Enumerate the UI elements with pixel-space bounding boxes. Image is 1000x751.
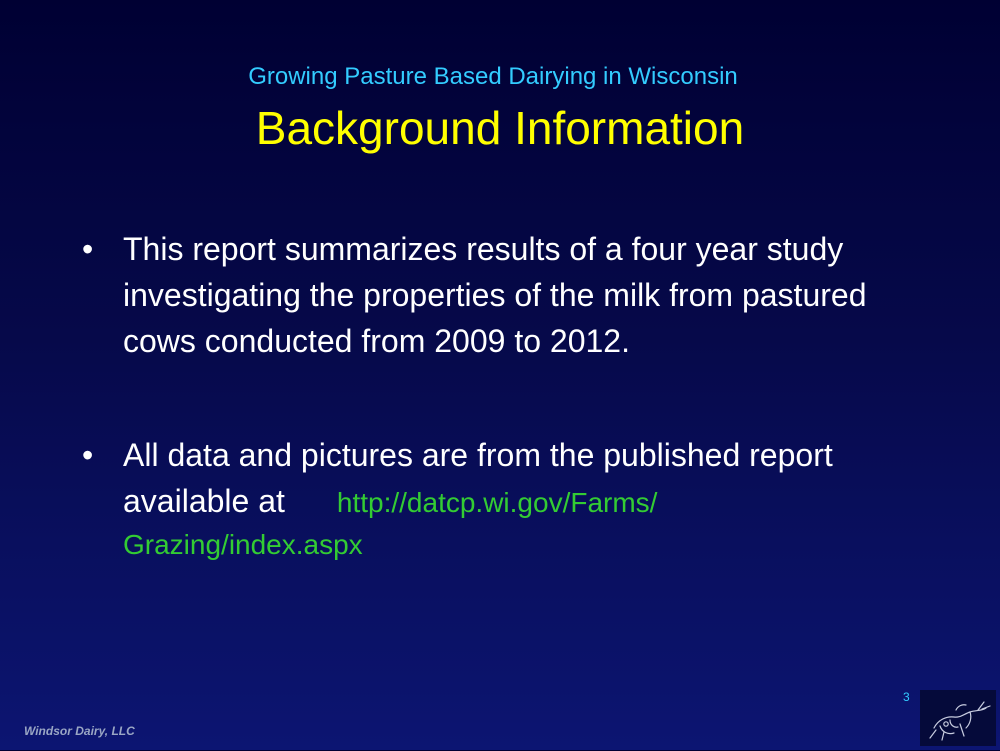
bullet-marker: • (82, 437, 94, 473)
footer-company-name: Windsor Dairy, LLC (24, 724, 135, 738)
bullet-item-data-source: • All data and pictures are from the pub… (82, 432, 912, 564)
cow-sketch-logo-icon (920, 690, 996, 746)
slide-title: Background Information (255, 102, 745, 154)
bullet-text: This report summarizes results of a four… (123, 231, 867, 359)
bullet-text: All data and pictures are from the publi… (123, 437, 833, 519)
page-number: 3 (903, 690, 910, 704)
bullet-marker: • (82, 231, 94, 267)
report-link-continued[interactable]: Grazing/index.aspx (123, 529, 363, 560)
slide-subtitle: Growing Pasture Based Dairying in Wiscon… (248, 63, 738, 90)
bullet-item-study-summary: • This report summarizes results of a fo… (82, 226, 912, 364)
report-link[interactable]: http://datcp.wi.gov/Farms/ (336, 487, 658, 518)
bullet-list: • This report summarizes results of a fo… (82, 226, 912, 564)
